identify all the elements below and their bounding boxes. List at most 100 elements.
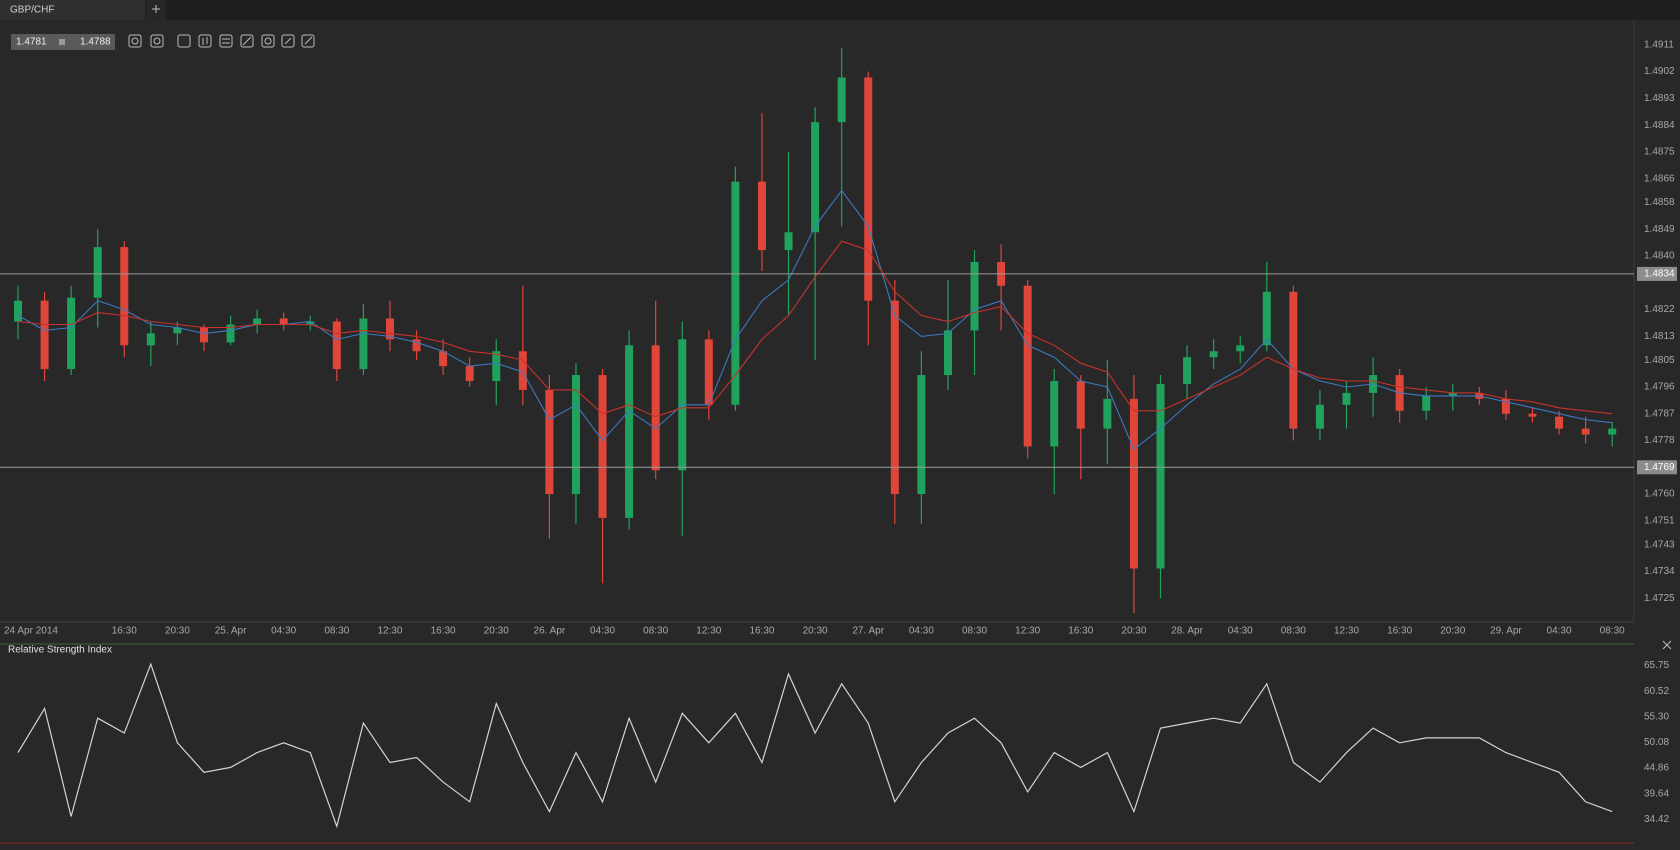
zoom-out[interactable] (128, 34, 142, 48)
toolbar (128, 34, 315, 48)
candle-body (571, 375, 580, 495)
hline-label-box (1637, 460, 1677, 475)
candle-body (385, 318, 394, 340)
rsi-line (17, 662, 1613, 829)
candle-body (1315, 404, 1324, 429)
candle-body (1183, 357, 1192, 384)
y-tick-label: 1.4911 (1644, 39, 1674, 50)
candle-body (704, 339, 713, 405)
x-tick-label: 04:30 (1228, 626, 1253, 637)
hline-label: 1.4769 (1644, 462, 1675, 473)
drawing[interactable] (240, 34, 254, 48)
candle-body (199, 327, 208, 343)
candle-body (518, 351, 527, 390)
x-tick-label: 12:30 (1334, 626, 1359, 637)
candle-body (970, 261, 979, 331)
candle-body (1448, 392, 1457, 396)
x-tick-label: 29. Apr (1490, 626, 1522, 637)
pencil[interactable] (301, 34, 315, 48)
y-tick-label: 50.08 (1644, 737, 1669, 748)
candle-body (146, 333, 155, 346)
x-tick-label: 26. Apr (534, 626, 566, 637)
candle-body (917, 375, 926, 495)
candle-body (784, 232, 793, 251)
x-tick-label: 12:30 (1015, 626, 1040, 637)
y-tick-label: 1.4840 (1644, 251, 1675, 262)
x-tick-label: 04:30 (909, 626, 934, 637)
zoom-in[interactable] (150, 34, 164, 48)
edit[interactable] (281, 34, 295, 48)
candle-body (412, 339, 421, 352)
y-tick-label: 60.52 (1644, 686, 1669, 697)
candle-body (1581, 428, 1590, 435)
candle-body (439, 351, 448, 367)
y-tick-label: 1.4725 (1644, 593, 1675, 604)
tab-bar (0, 0, 1680, 20)
candle-body (14, 300, 22, 322)
x-tick-label: 04:30 (271, 626, 296, 637)
x-tick-label: 20:30 (803, 626, 828, 637)
candle-body (757, 181, 766, 251)
x-tick-label: 16:30 (1387, 626, 1412, 637)
tab-title[interactable]: GBP/CHF (10, 5, 54, 16)
candle-body (837, 77, 846, 123)
candle-body (1289, 291, 1298, 429)
x-tick-label: 04:30 (590, 626, 615, 637)
close-panel[interactable] (1662, 640, 1672, 650)
candle-body (1342, 392, 1351, 405)
candle-body (545, 389, 554, 495)
tab[interactable] (0, 0, 145, 20)
candle-body (1422, 395, 1431, 411)
x-tick-label: 20:30 (165, 626, 190, 637)
candle-body (253, 318, 262, 325)
y-tick-label: 1.4866 (1644, 173, 1675, 184)
y-tick-label: 1.4813 (1644, 331, 1675, 342)
candle-body (492, 351, 501, 382)
x-tick-label: 16:30 (431, 626, 456, 637)
x-tick-label: 24 Apr 2014 (4, 626, 58, 637)
add-tab-button[interactable] (146, 0, 166, 20)
rsi-title: Relative Strength Index (8, 645, 112, 656)
x-tick-label: 16:30 (1068, 626, 1093, 637)
candle-body (67, 297, 76, 370)
y-tick-label: 44.86 (1644, 763, 1669, 774)
y-tick-label: 1.4778 (1644, 435, 1675, 446)
candle-body (1528, 413, 1537, 417)
y-tick-label: 1.4751 (1644, 515, 1675, 526)
candle-body (651, 345, 660, 471)
y-tick-label: 34.42 (1644, 814, 1669, 825)
candle-body (40, 300, 49, 370)
candle-body (1023, 285, 1032, 447)
candle-body (226, 324, 235, 343)
candle-body (1076, 381, 1085, 429)
chart-type[interactable] (198, 34, 212, 48)
y-tick-label: 1.4858 (1644, 197, 1675, 208)
objects[interactable] (261, 34, 275, 48)
x-tick-label: 20:30 (1121, 626, 1146, 637)
timeframe[interactable] (177, 34, 191, 48)
candle-body (93, 247, 102, 298)
y-tick-label: 1.4893 (1644, 93, 1675, 104)
y-tick-label: 1.4849 (1644, 224, 1675, 235)
x-tick-label: 08:30 (1600, 626, 1625, 637)
x-tick-label: 08:30 (643, 626, 668, 637)
candle-body (1129, 398, 1138, 569)
x-tick-label: 16:30 (112, 626, 137, 637)
y-tick-label: 39.64 (1644, 788, 1669, 799)
y-tick-label: 65.75 (1644, 660, 1669, 671)
candle-body (120, 247, 129, 346)
indicators[interactable] (219, 34, 233, 48)
hline-label: 1.4834 (1644, 269, 1675, 280)
y-tick-label: 1.4796 (1644, 382, 1675, 393)
x-tick-label: 08:30 (324, 626, 349, 637)
moving-average-line (17, 240, 1613, 418)
x-tick-label: 25. Apr (215, 626, 247, 637)
y-tick-label: 1.4902 (1644, 66, 1675, 77)
ask-price: 1.4788 (80, 37, 111, 48)
candle-body (1608, 428, 1617, 435)
candle-body (598, 375, 607, 518)
x-tick-label: 20:30 (484, 626, 509, 637)
candle-body (1236, 345, 1245, 352)
